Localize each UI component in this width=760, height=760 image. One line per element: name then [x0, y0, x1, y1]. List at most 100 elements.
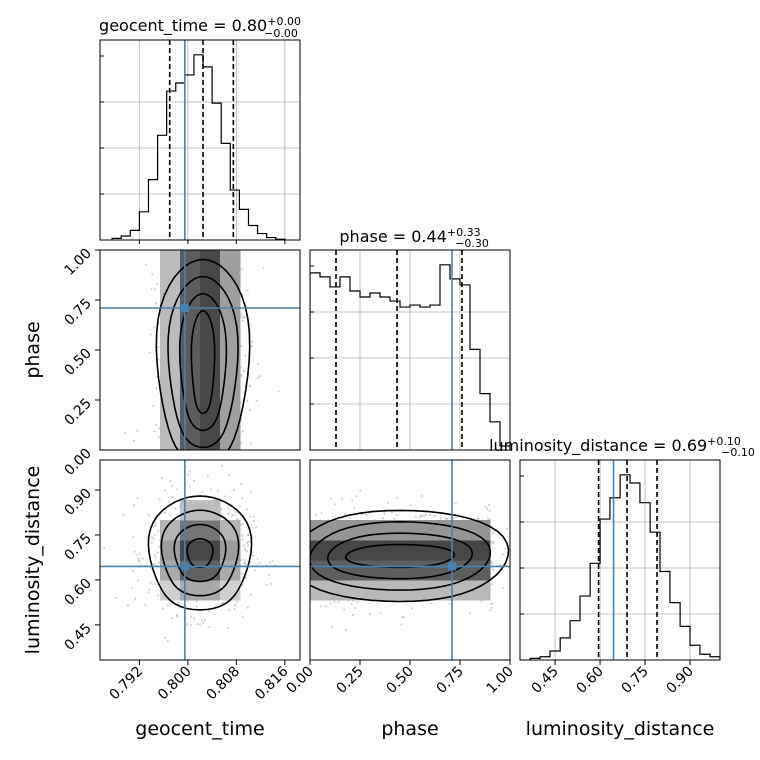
sample-point [175, 614, 179, 617]
sample-point [425, 514, 428, 517]
sample-point [122, 513, 125, 516]
sample-point [189, 623, 193, 627]
sample-point [170, 602, 173, 605]
sample-point [491, 602, 494, 605]
sample-point [270, 582, 273, 586]
sample-point [490, 566, 494, 570]
sample-point [395, 513, 398, 517]
sample-point [163, 511, 167, 514]
sample-point [240, 344, 243, 347]
sample-point [168, 513, 171, 516]
density-cell [350, 580, 371, 601]
sample-point [320, 512, 323, 515]
sample-point [379, 611, 382, 614]
sample-point [246, 544, 250, 547]
density-cell [220, 410, 241, 431]
sample-point [126, 604, 130, 607]
sample-point [151, 273, 154, 276]
sample-point [256, 363, 260, 366]
sample-point [254, 569, 257, 572]
sample-point [381, 517, 385, 520]
sample-point [319, 605, 323, 608]
sample-point [504, 547, 507, 550]
sample-point [258, 561, 261, 565]
sample-point [114, 596, 117, 600]
sample-point [154, 556, 157, 559]
density-cell [200, 370, 221, 391]
density-cell [220, 290, 241, 311]
sample-point [206, 474, 209, 477]
sample-point [505, 527, 508, 530]
sample-point [223, 495, 227, 498]
sample-point [241, 319, 244, 322]
density-cell [200, 330, 221, 351]
sample-point [216, 489, 219, 493]
sample-point [486, 507, 489, 511]
sample-point [428, 513, 432, 517]
sample-point [476, 518, 480, 521]
sample-point [490, 606, 493, 609]
sample-point [249, 515, 252, 518]
sample-point [157, 529, 160, 532]
sample-point [444, 517, 448, 520]
sample-point [241, 497, 244, 500]
density-cell [180, 580, 201, 601]
sample-point [243, 561, 246, 564]
sample-point [420, 514, 424, 517]
sample-point [139, 552, 142, 555]
sample-point [133, 550, 136, 553]
sample-point [220, 507, 223, 510]
sample-point [232, 488, 235, 491]
sample-point [158, 498, 161, 501]
sample-point [175, 615, 179, 618]
frame-luminosity_distance [519, 459, 721, 661]
density-cell [160, 350, 181, 371]
sample-point [446, 517, 449, 520]
density-cell [200, 500, 221, 521]
sample-point [501, 553, 504, 556]
sample-point [240, 267, 243, 270]
title-luminosity-distance: luminosity_distance = 0.69+0.10 [489, 435, 741, 456]
sample-point [402, 615, 405, 619]
sample-point [164, 636, 167, 639]
density-cell [220, 390, 241, 411]
sample-point [221, 513, 224, 516]
sample-point [157, 545, 160, 548]
sample-point [161, 477, 164, 480]
sample-point [132, 439, 136, 442]
sample-point [195, 605, 199, 608]
sample-point [132, 536, 135, 539]
sample-point [138, 560, 141, 563]
sample-point [488, 509, 491, 512]
sample-point [242, 544, 245, 547]
density-cell [200, 270, 221, 291]
sample-point [148, 588, 151, 591]
sample-point [141, 557, 144, 560]
density-cell [160, 330, 181, 351]
sample-point [477, 517, 480, 520]
sample-point [240, 373, 243, 376]
sample-point [488, 503, 491, 506]
density-cell [200, 290, 221, 311]
sample-point [247, 534, 250, 537]
sample-point [227, 508, 231, 511]
density-cell [220, 270, 241, 291]
sample-point [409, 504, 412, 507]
sample-point [170, 616, 173, 620]
sample-point [161, 607, 164, 610]
xlabel-geocent-time: geocent_time [135, 718, 264, 740]
sample-point [186, 599, 189, 603]
sample-point [168, 501, 171, 504]
density-cell [200, 350, 221, 371]
truth-marker [448, 562, 456, 571]
sample-point [228, 474, 231, 477]
sample-point [492, 568, 495, 572]
sample-point [200, 618, 203, 622]
density-cell [430, 540, 451, 561]
sample-point [353, 507, 356, 510]
sample-point [386, 501, 389, 505]
density-cell [200, 540, 221, 561]
sample-point [241, 538, 244, 541]
